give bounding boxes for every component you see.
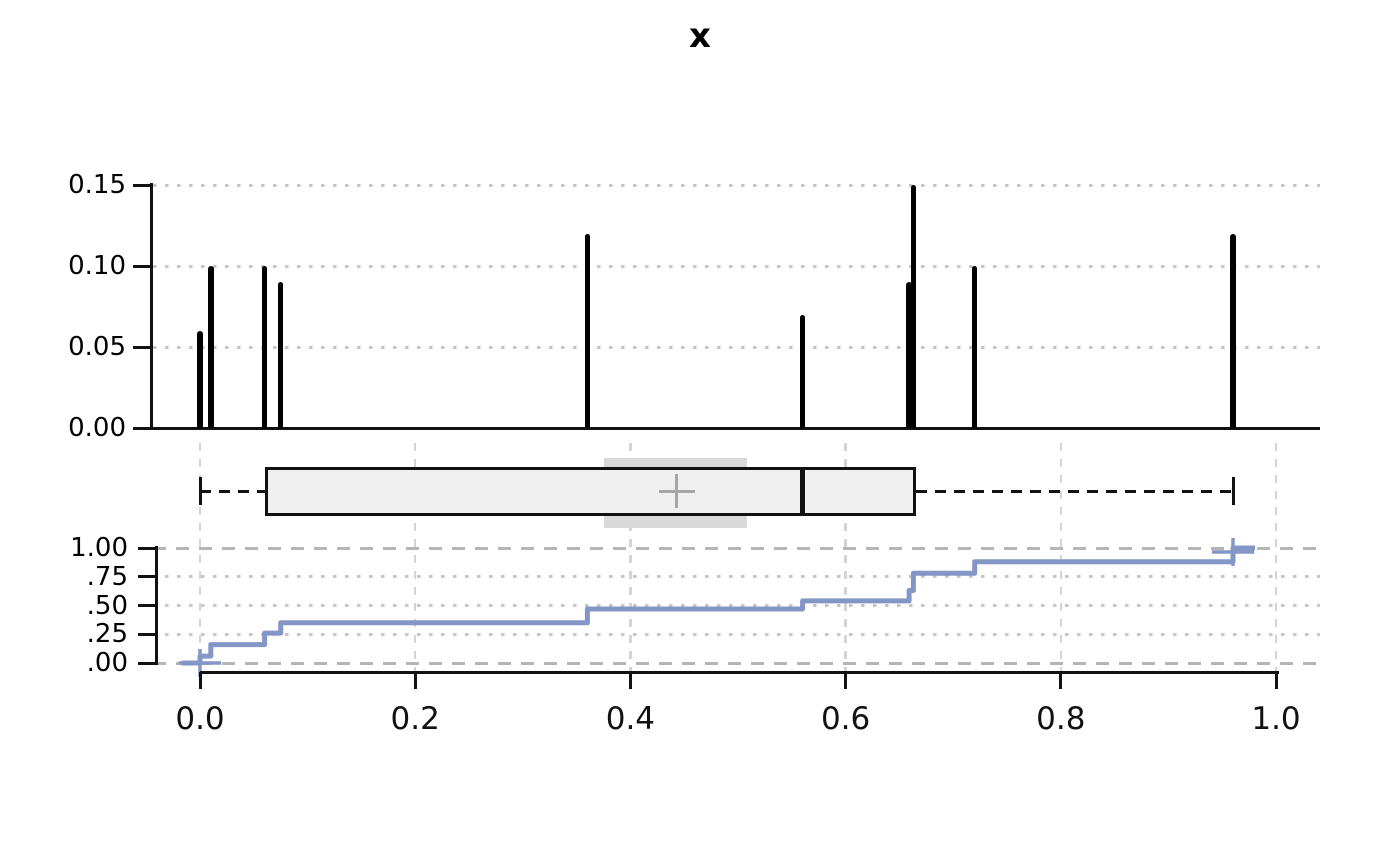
pmf-spike bbox=[584, 233, 591, 428]
x-axis-tick-label: 0.4 bbox=[605, 701, 656, 737]
ecdf-y-tick-label: .00 bbox=[86, 648, 128, 678]
x-axis-tick-label: 0.6 bbox=[820, 701, 871, 737]
vertical-gridline bbox=[1059, 443, 1062, 671]
ecdf-gridline bbox=[153, 632, 1320, 636]
x-axis-tick-label: 0.8 bbox=[1036, 701, 1086, 737]
top-y-tick-label: 0.15 bbox=[68, 170, 126, 200]
box-median-line bbox=[800, 467, 806, 516]
top-y-tick bbox=[133, 183, 153, 187]
ecdf-endpoint-marker bbox=[1212, 538, 1254, 566]
vertical-gridline bbox=[1274, 443, 1278, 671]
pmf-spike bbox=[971, 266, 978, 428]
vertical-gridline bbox=[844, 443, 847, 671]
x-axis-line bbox=[200, 670, 1279, 674]
x-axis-tick-label: 0.2 bbox=[390, 701, 440, 737]
chart-title: x bbox=[689, 16, 711, 56]
ecdf-y-tick-label: .25 bbox=[86, 619, 128, 650]
vertical-gridline bbox=[198, 443, 202, 671]
box-whisker-cap-right bbox=[1231, 477, 1235, 505]
pmf-spike bbox=[197, 330, 203, 428]
vertical-gridline bbox=[629, 443, 632, 671]
top-y-tick-label: 0.00 bbox=[68, 413, 126, 443]
ecdf-y-tick bbox=[138, 575, 158, 579]
x-axis-tick bbox=[628, 672, 632, 689]
pmf-spike bbox=[261, 266, 268, 428]
pmf-spike bbox=[1230, 233, 1236, 428]
ecdf-line bbox=[182, 545, 1255, 666]
ecdf-y-tick bbox=[138, 661, 158, 665]
pmf-spike bbox=[208, 266, 214, 428]
box-whisker-right bbox=[915, 489, 1233, 493]
ecdf-gridline bbox=[153, 546, 1320, 550]
top-y-tick-label: 0.05 bbox=[68, 332, 126, 362]
ecdf-gridline bbox=[153, 661, 1320, 665]
ecdf-y-tick-label: 1.00 bbox=[70, 533, 128, 563]
top-baseline bbox=[153, 426, 1320, 430]
box-body bbox=[264, 467, 916, 516]
x-axis-tick bbox=[198, 672, 202, 689]
x-axis-tick-label: 0.0 bbox=[175, 701, 225, 737]
x-axis-tick bbox=[413, 672, 417, 689]
x-axis-tick bbox=[1059, 672, 1063, 689]
ecdf-gridline bbox=[153, 575, 1320, 579]
box-mean-cross-v bbox=[675, 474, 679, 508]
top-y-tick bbox=[133, 264, 153, 268]
x-axis-tick bbox=[844, 672, 848, 689]
top-y-gridline bbox=[153, 264, 1320, 268]
top-y-tick bbox=[133, 426, 153, 430]
ecdf-y-tick-label: .75 bbox=[86, 561, 128, 592]
ecdf-y-tick-label: .50 bbox=[86, 590, 128, 621]
top-y-axis bbox=[150, 183, 153, 430]
top-y-tick bbox=[133, 345, 153, 349]
ecdf-y-tick bbox=[138, 604, 158, 607]
ecdf-y-tick bbox=[138, 546, 158, 550]
vertical-gridline bbox=[414, 443, 417, 671]
pmf-spike bbox=[799, 314, 806, 428]
ecdf-gridline bbox=[153, 604, 1320, 607]
top-y-gridline bbox=[153, 345, 1320, 349]
x-axis-tick bbox=[1274, 672, 1278, 689]
pmf-spike bbox=[906, 282, 912, 428]
top-y-tick-label: 0.10 bbox=[68, 251, 126, 281]
pmf-spike bbox=[910, 185, 917, 428]
ecdf-y-tick bbox=[138, 632, 158, 636]
top-y-gridline bbox=[153, 183, 1320, 187]
x-axis-tick-label: 1.0 bbox=[1251, 701, 1301, 737]
pmf-spike bbox=[277, 282, 284, 428]
box-whisker-cap-left bbox=[198, 477, 202, 505]
box-whisker-left bbox=[200, 489, 265, 493]
